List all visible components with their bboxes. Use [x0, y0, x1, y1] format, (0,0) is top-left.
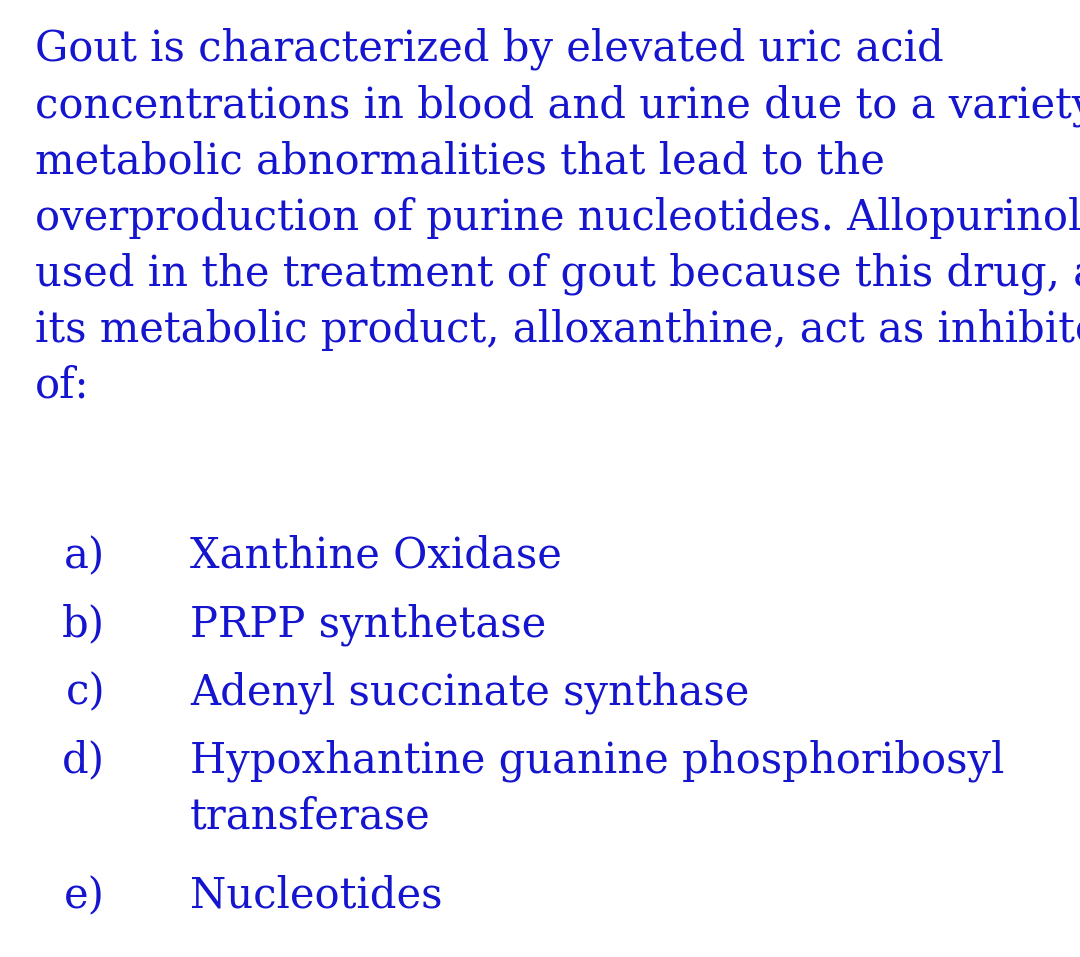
Text: PRPP synthetase: PRPP synthetase: [190, 603, 546, 646]
Text: d): d): [62, 739, 105, 781]
Text: b): b): [62, 603, 105, 645]
Text: Xanthine Oxidase: Xanthine Oxidase: [190, 535, 562, 577]
Text: e): e): [64, 875, 105, 917]
Text: Nucleotides: Nucleotides: [190, 875, 443, 917]
Text: Adenyl succinate synthase: Adenyl succinate synthase: [190, 671, 750, 714]
Text: c): c): [66, 671, 105, 713]
Text: Gout is characterized by elevated uric acid
concentrations in blood and urine du: Gout is characterized by elevated uric a…: [35, 28, 1080, 407]
Text: Hypoxhantine guanine phosphoribosyl
transferase: Hypoxhantine guanine phosphoribosyl tran…: [190, 739, 1004, 837]
Text: a): a): [64, 535, 105, 577]
